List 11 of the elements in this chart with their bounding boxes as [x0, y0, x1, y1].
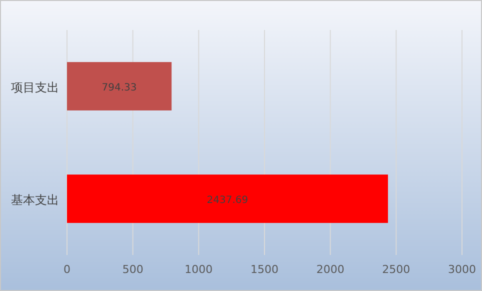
x-tick-label: 2000 — [316, 263, 344, 276]
x-tick-label: 3000 — [448, 263, 476, 276]
data-label: 794.33 — [102, 82, 137, 94]
x-tick-label: 2500 — [382, 263, 410, 276]
x-tick-label: 1000 — [184, 263, 213, 276]
x-tick-label: 0 — [64, 263, 70, 276]
y-tick-label: 基本支出 — [11, 192, 59, 207]
y-tick-label: 项目支出 — [11, 80, 59, 94]
x-tick-label: 500 — [122, 263, 144, 276]
data-label: 2437.69 — [206, 194, 248, 206]
x-tick-label: 1500 — [250, 263, 278, 276]
